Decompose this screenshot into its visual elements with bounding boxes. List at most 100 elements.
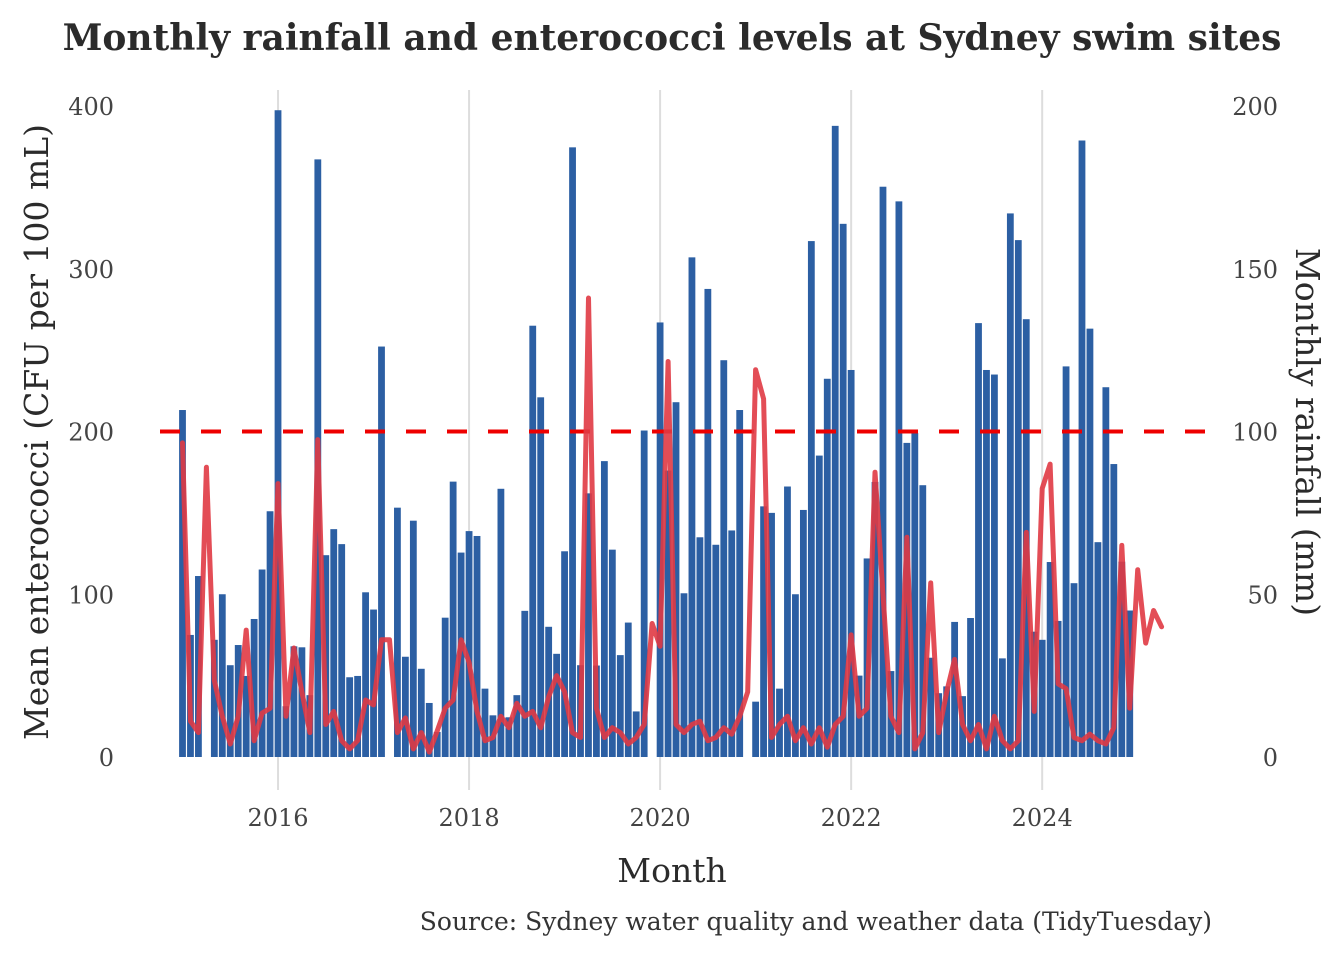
rainfall-bar [839, 223, 847, 757]
rainfall-bar [712, 544, 720, 757]
rainfall-bar [401, 656, 409, 757]
rainfall-bar [465, 531, 473, 757]
rainfall-bar [1086, 328, 1094, 757]
rainfall-bar [664, 470, 672, 757]
rainfall-bar [736, 410, 744, 757]
rainfall-bar [688, 257, 696, 757]
rainfall-bar [537, 397, 545, 757]
rainfall-bar [529, 325, 537, 757]
x-tick-label: 2022 [821, 804, 882, 832]
rainfall-bar [1078, 140, 1086, 758]
rainfall-bar [290, 646, 298, 757]
rainfall-bar [481, 688, 489, 757]
left-tick-label: 300 [68, 256, 114, 284]
rainfall-bar [1118, 561, 1126, 757]
rainfall-bar [362, 592, 369, 757]
rainfall-bar [943, 686, 951, 757]
rainfall-bar [354, 675, 362, 757]
x-tick-label: 2020 [630, 804, 691, 832]
rainfall-bar [752, 701, 760, 757]
rainfall-bar [473, 535, 481, 757]
rainfall-bar [505, 717, 513, 757]
rainfall-bar [394, 507, 401, 757]
rainfall-bar [879, 186, 887, 757]
rainfall-bar [266, 511, 274, 757]
rainfall-bar [640, 430, 648, 757]
rainfall-bar [871, 481, 879, 757]
left-tick-label: 100 [68, 581, 114, 609]
x-tick-label: 2024 [1012, 804, 1073, 832]
right-tick-label: 200 [1232, 93, 1278, 121]
rainfall-bar [799, 509, 807, 757]
rainfall-bar [409, 520, 417, 757]
rainfall-bar [1014, 240, 1022, 757]
rainfall-bar [608, 549, 616, 757]
right-axis-title: Monthly rainfall (mm) [1288, 248, 1327, 616]
rainfall-bar [210, 639, 218, 757]
rainfall-bar [911, 433, 919, 757]
right-axis-ticks: 0 50 100 150 200 [1232, 93, 1278, 772]
rainfall-bar [585, 493, 592, 757]
rainfall-bar [792, 594, 799, 757]
rainfall-bar [927, 657, 935, 757]
x-tick-label: 2016 [247, 804, 308, 832]
rainfall-bars [179, 110, 1134, 758]
rainfall-bar [983, 369, 990, 757]
rainfall-bar [823, 378, 831, 757]
rainfall-bar [847, 369, 855, 757]
rainfall-bar [696, 537, 704, 757]
rainfall-bar [1054, 620, 1062, 757]
rainfall-bar [417, 668, 425, 757]
rainfall-bar [1062, 366, 1070, 757]
left-axis-title: Mean enterococci (CFU per 100 mL) [17, 124, 56, 740]
rainfall-bar [831, 125, 839, 758]
rainfall-bar [975, 323, 982, 757]
rainfall-bar [561, 551, 568, 757]
rainfall-bar [330, 529, 338, 757]
rainfall-bar [656, 322, 664, 757]
rainfall-bar [1094, 542, 1102, 757]
rainfall-bar [179, 410, 186, 757]
rainfall-bar [784, 486, 791, 757]
rainfall-bar [441, 617, 449, 757]
rainfall-bar [346, 677, 354, 757]
rainfall-bar [998, 658, 1006, 757]
rainfall-bar [600, 461, 608, 757]
rainfall-bar [433, 731, 441, 757]
rainfall-bar [370, 609, 377, 757]
source-caption: Source: Sydney water quality and weather… [420, 907, 1212, 936]
rainfall-bar [274, 110, 282, 757]
rainfall-bar [425, 702, 433, 757]
rainfall-bar [1070, 583, 1078, 757]
rainfall-bar [616, 655, 624, 757]
rainfall-bar [1102, 387, 1110, 757]
right-tick-label: 0 [1263, 744, 1278, 772]
rainfall-bar [1110, 464, 1118, 757]
rainfall-bar [1046, 562, 1054, 757]
enterococci-line [180, 295, 1165, 755]
left-tick-label: 400 [68, 93, 114, 121]
rainfall-bar [1038, 639, 1046, 757]
rainfall-bar [242, 675, 250, 757]
right-tick-label: 100 [1232, 419, 1278, 447]
right-tick-label: 50 [1247, 581, 1278, 609]
rainfall-bar [967, 618, 974, 757]
rainfall-bar [728, 530, 736, 757]
rainfall-bar [951, 621, 959, 757]
rainfall-bar [226, 665, 234, 757]
rainfall-bar [815, 455, 823, 757]
rainfall-bar [680, 593, 688, 757]
rainfall-bar [449, 481, 457, 757]
rainfall-bar [720, 360, 728, 757]
rainfall-bar [513, 695, 521, 757]
x-axis-ticks: 2016 2018 2020 2022 2024 [247, 804, 1072, 832]
rainfall-bar [258, 569, 266, 757]
rainfall-bar [672, 402, 680, 757]
rainfall-bar [338, 544, 346, 757]
rainfall-bar [378, 346, 385, 757]
rainfall-bar [895, 201, 903, 757]
rainfall-bar [553, 653, 561, 757]
rainfall-bar [497, 488, 505, 757]
x-tick-label: 2018 [439, 804, 500, 832]
